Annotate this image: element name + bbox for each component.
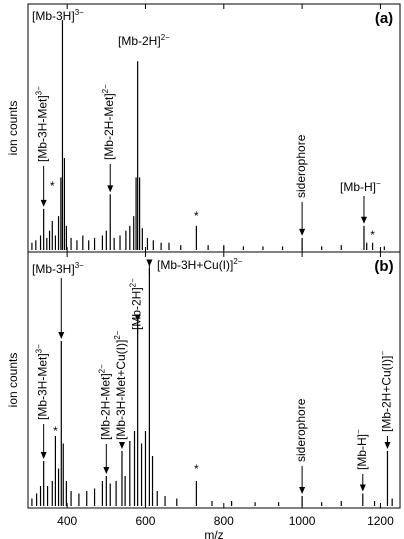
annotation: [Mb-2H]2− [118,33,170,49]
annotation-charge: − [353,429,362,434]
annotation-charge: 2− [233,257,242,266]
plot-frame [27,251,401,509]
arrow-head [118,442,125,449]
annotation: [Mb-3H]3− [32,8,84,24]
y-axis-label: ion counts [6,353,20,408]
annotation-text: siderophore [294,134,308,198]
x-tick-label: 1200 [367,514,394,528]
arrow-head [134,314,141,322]
annotation: [Mb-2H+Cu(I)]− [378,351,394,432]
annotation-charge: 3− [34,86,43,95]
annotation-text: [Mb-2H-Met] [102,93,116,160]
annotation-text: [Mb-3H-Met+Cu(I)] [114,340,128,440]
annotation-text: [Mb-3H-Met] [36,95,50,162]
arrow-head [107,185,114,193]
annotation-charge: 3− [75,8,84,17]
arrow-head [359,484,366,492]
annotation-text: [Mb-3H] [32,9,75,23]
arrow-head [40,452,47,459]
annotation-charge: − [376,179,381,188]
arrow-head [299,487,306,494]
annotation-text: [Mb-3H] [32,262,75,276]
annotation: [Mb-2H-Met]2− [97,364,113,440]
annotation-text: [Mb-2H] [118,34,161,48]
annotation-charge: 3− [75,261,84,270]
x-tick-label: 800 [214,514,234,528]
annotation-charge: 2− [101,84,110,93]
annotation-charge: 3− [34,344,43,353]
panel-label: (a) [375,10,393,27]
annotation-charge: − [378,351,387,356]
arrow-head [103,467,110,474]
arrow-head [40,199,47,207]
x-axis-label: m/z [204,528,223,539]
arrow-head [384,442,391,449]
annotation: * [194,462,199,476]
annotation: [Mb-3H-Met]3− [34,344,50,420]
annotation-charge: 2− [97,364,106,373]
annotation-text: [Mb-H] [355,434,369,470]
annotation-text: * [194,462,199,476]
annotation-charge: 2− [161,33,170,42]
annotation: [Mb-3H-Met+Cu(I)]2− [113,330,129,440]
annotation-text: siderophore [294,398,308,462]
arrow-head [299,228,306,236]
x-tick-label: 400 [57,514,77,528]
arrow-head [58,332,65,339]
annotation: siderophore [294,398,308,462]
annotation-text: [Mb-2H-Met] [98,373,112,440]
annotation-text: * [53,424,58,438]
annotation: [Mb-H]− [353,429,369,470]
annotation: * [194,209,199,223]
annotation-text: [Mb-3H-Met] [36,353,50,420]
annotation-text: [Mb-H] [340,180,376,194]
annotation: [Mb-3H+Cu(I)]2− [157,257,243,273]
annotation-charge: 2− [113,330,122,339]
annotation: [Mb-3H-Met]3− [34,86,50,162]
annotation-text: [Mb-2H] [130,287,144,330]
annotation-text: * [50,179,55,193]
x-tick-label: 600 [135,514,155,528]
annotation-text: [Mb-3H+Cu(I)] [157,258,233,272]
panel-label: (b) [374,258,393,275]
annotation: * [53,424,58,438]
arrow-head [146,259,153,267]
annotation-text: * [370,228,375,242]
y-axis-label: ion counts [6,101,20,156]
plot-frame [27,3,401,253]
annotation: * [50,179,55,193]
annotation-charge: 2− [128,278,137,287]
annotation: [Mb-H]− [340,179,381,195]
annotation: [Mb-2H]2− [128,278,144,330]
annotation: siderophore [294,134,308,198]
arrow-head [360,216,367,224]
annotation-text: [Mb-2H+Cu(I)] [380,356,394,432]
annotation-text: * [194,209,199,223]
annotation: [Mb-3H]3− [32,261,84,277]
annotation: [Mb-2H-Met]2− [101,84,117,160]
x-tick-label: 1000 [289,514,316,528]
annotation: * [370,228,375,242]
